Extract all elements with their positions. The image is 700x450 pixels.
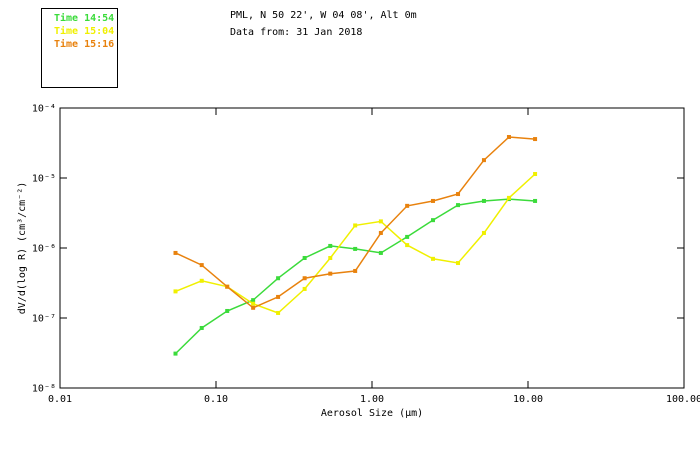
series-marker-0	[225, 308, 230, 313]
series-marker-0	[481, 198, 486, 203]
series-marker-1	[378, 219, 383, 224]
series-marker-0	[328, 243, 333, 248]
y-axis-tick-label: 10⁻⁴	[32, 104, 56, 115]
series-marker-0	[378, 250, 383, 255]
series-marker-1	[456, 261, 461, 266]
series-marker-2	[481, 158, 486, 163]
series-marker-1	[506, 195, 511, 200]
x-axis-tick-label: 100.00	[666, 394, 700, 405]
legend-item-time-1516: Time 15:16	[54, 39, 115, 50]
series-line-0	[174, 198, 536, 355]
series-marker-2	[328, 271, 333, 276]
series-marker-1	[353, 223, 358, 228]
legend-item-time-1454: Time 14:54	[54, 13, 115, 24]
series-marker-0	[302, 255, 307, 260]
series-marker-0	[405, 234, 410, 239]
series-marker-2	[533, 137, 538, 142]
plot-header: PML, N 50 22', W 04 08', Alt 0m Data fro…	[230, 7, 417, 41]
plot-frame	[59, 107, 685, 389]
series-marker-0	[251, 298, 256, 303]
series-marker-1	[251, 301, 256, 306]
series-marker-1	[328, 255, 333, 260]
legend-item-time-1504: Time 15:04	[54, 26, 115, 37]
x-axis-tick-label: 0.01	[48, 394, 72, 405]
y-axis-tick-label: 10⁻⁶	[32, 244, 56, 255]
x-axis-label: Aerosol Size (μm)	[321, 408, 423, 419]
plot-title-location: PML, N 50 22', W 04 08', Alt 0m	[230, 10, 417, 21]
series-marker-2	[276, 294, 281, 299]
series-line-1	[175, 173, 536, 314]
y-axis-tick-label: 10⁻⁸	[32, 384, 56, 395]
plot-title-date: Data from: 31 Jan 2018	[230, 27, 363, 38]
series-marker-0	[533, 198, 538, 203]
series-marker-2	[225, 284, 230, 289]
series-marker-2	[353, 268, 358, 273]
series-marker-0	[276, 276, 281, 281]
series-marker-2	[506, 135, 511, 140]
series-marker-1	[481, 230, 486, 235]
y-axis-tick-label: 10⁻⁵	[32, 174, 56, 185]
series-marker-1	[276, 310, 281, 315]
legend-box: Time 14:54 Time 15:04 Time 15:16	[41, 8, 118, 88]
series-marker-2	[199, 263, 204, 268]
series-marker-2	[302, 276, 307, 281]
series-marker-1	[405, 243, 410, 248]
series-marker-0	[173, 351, 178, 356]
series-marker-0	[456, 203, 461, 208]
series-marker-1	[199, 278, 204, 283]
series-marker-2	[430, 198, 435, 203]
series-line-2	[175, 136, 536, 309]
series-marker-2	[378, 230, 383, 235]
x-axis-tick-label: 1.00	[360, 394, 384, 405]
series-marker-1	[430, 256, 435, 261]
y-axis-tick-label: 10⁻⁷	[32, 314, 56, 325]
series-marker-2	[405, 203, 410, 208]
x-axis-tick-label: 0.10	[204, 394, 228, 405]
series-marker-1	[302, 286, 307, 291]
series-marker-2	[456, 192, 461, 197]
series-marker-0	[353, 246, 358, 251]
series-marker-2	[173, 250, 178, 255]
series-marker-2	[251, 305, 256, 310]
x-axis-tick-label: 10.00	[513, 394, 543, 405]
series-marker-1	[173, 289, 178, 294]
series-marker-0	[430, 218, 435, 223]
series-marker-0	[199, 325, 204, 330]
series-marker-1	[533, 172, 538, 177]
y-axis-label: dV/d(log R) (cm³/cm⁻²)	[17, 182, 28, 314]
